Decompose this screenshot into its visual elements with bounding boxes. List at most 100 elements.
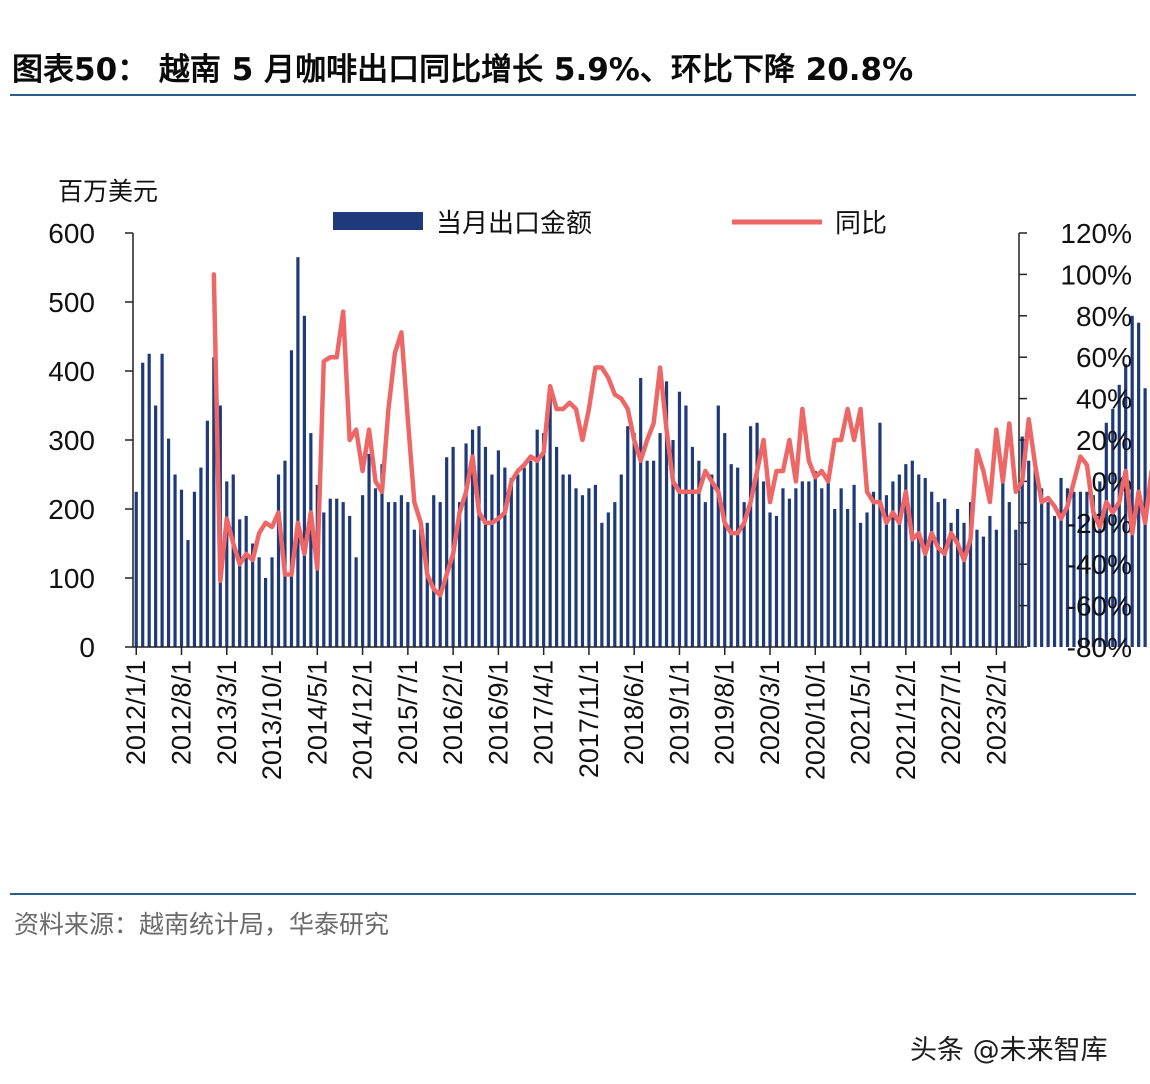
export-value-bar	[988, 515, 992, 647]
export-value-bar	[1091, 495, 1095, 647]
legend-label-line: 同比	[835, 209, 887, 239]
export-value-bar	[787, 498, 792, 647]
export-value-bar	[923, 477, 927, 647]
left-axis-tick-label: 200	[48, 494, 95, 525]
export-value-bar	[322, 512, 326, 647]
right-axis-tick-label: -80%	[1067, 632, 1132, 663]
export-value-bar	[865, 512, 869, 647]
export-value-bar	[729, 464, 733, 647]
export-value-bar	[509, 477, 513, 647]
export-value-bar	[936, 502, 940, 647]
export-value-bar	[800, 481, 804, 647]
export-value-bar	[134, 491, 138, 647]
export-value-bar	[289, 350, 294, 647]
export-value-bar	[600, 522, 604, 647]
export-value-bar	[1124, 364, 1128, 647]
x-axis-tick-label: 2012/8/1	[167, 660, 197, 765]
export-value-bar	[813, 471, 817, 647]
export-value-bar	[179, 489, 184, 647]
x-axis-tick-label: 2013/3/1	[212, 660, 242, 765]
export-value-bar	[399, 495, 403, 647]
x-axis-tick-label: 2017/4/1	[529, 660, 559, 765]
export-value-bar	[251, 543, 255, 647]
export-value-bar	[1117, 384, 1121, 647]
export-value-bar	[270, 557, 274, 647]
x-axis-tick-label: 2019/1/1	[665, 660, 695, 765]
export-value-bar	[192, 491, 197, 647]
export-value-bar	[173, 474, 177, 647]
export-value-bar	[386, 502, 391, 647]
export-value-bar	[716, 405, 720, 647]
export-value-bar	[535, 429, 539, 647]
right-axis-tick-label: 80%	[1076, 301, 1132, 332]
export-value-bar	[457, 502, 462, 647]
export-value-bar	[1065, 488, 1070, 647]
export-value-bar	[302, 315, 306, 647]
export-value-bar	[199, 467, 203, 647]
export-value-bar	[154, 405, 158, 647]
export-value-bar	[1052, 515, 1057, 647]
export-value-bar	[723, 433, 727, 647]
export-value-bar	[205, 420, 209, 647]
export-value-bar	[917, 474, 921, 647]
export-value-bar	[296, 257, 300, 647]
export-value-bar	[360, 495, 365, 647]
export-value-bar	[438, 502, 442, 647]
export-value-bar	[580, 495, 585, 647]
export-value-bar	[354, 557, 358, 647]
yoy-growth-line	[211, 272, 1150, 598]
export-value-bar	[587, 488, 591, 647]
x-axis-tick-label: 2016/2/1	[438, 660, 468, 765]
x-axis-tick-label: 2020/3/1	[755, 660, 785, 765]
chart-area: 6005004003002001000120%100%80%60%40%20%0…	[48, 177, 1150, 780]
export-value-bar	[1059, 477, 1063, 647]
export-value-bar	[975, 529, 979, 647]
left-axis-tick-label: 400	[48, 356, 95, 387]
export-value-bar	[761, 481, 766, 647]
export-value-bar	[774, 515, 779, 647]
export-value-bar	[490, 474, 494, 647]
export-value-bar	[574, 488, 578, 647]
export-value-bar	[1040, 488, 1044, 647]
right-axis-tick-label: 40%	[1076, 384, 1132, 415]
chart-figure-title: 图表50： 越南 5 月咖啡出口同比增长 5.9%、环比下降 20.8%	[12, 52, 914, 88]
x-axis-tick-label: 2012/1/1	[121, 660, 151, 765]
export-value-bar	[212, 357, 216, 647]
export-value-bar	[522, 467, 526, 647]
export-value-bar	[341, 502, 345, 647]
export-value-bar	[1137, 322, 1141, 647]
left-axis-tick-label: 300	[48, 425, 95, 456]
export-value-bar	[904, 464, 908, 647]
export-value-bar	[425, 522, 429, 647]
export-value-bar	[419, 526, 423, 647]
export-value-bar	[593, 484, 597, 647]
export-value-bar	[768, 512, 772, 647]
export-value-bar	[613, 502, 617, 647]
footer-rule	[10, 893, 1136, 895]
export-value-bar	[632, 433, 636, 647]
export-value-bar	[567, 474, 572, 647]
export-value-bar	[276, 474, 281, 647]
right-axis-tick-label: 100%	[1060, 259, 1132, 290]
export-value-bar	[645, 460, 649, 647]
export-value-bar	[555, 446, 559, 647]
legend-swatch-bars	[333, 212, 423, 230]
export-value-bar	[238, 519, 242, 647]
x-axis-tick-label: 2014/5/1	[302, 660, 332, 765]
export-value-bar	[445, 457, 449, 647]
export-value-bar	[263, 578, 268, 647]
export-value-bar	[393, 502, 397, 647]
export-value-bar	[839, 488, 843, 647]
x-axis-tick-label: 2021/5/1	[846, 660, 876, 765]
watermark: 头条 @未来智库	[910, 1035, 1108, 1066]
export-value-bar	[141, 362, 145, 647]
export-value-bar	[930, 491, 934, 647]
export-value-bar	[367, 453, 371, 647]
export-value-bar	[833, 509, 837, 647]
x-axis-tick-label: 2023/2/1	[981, 660, 1011, 765]
export-value-bar	[1027, 460, 1031, 647]
export-value-bar	[910, 460, 914, 647]
export-value-bar	[1111, 408, 1115, 647]
export-value-bar	[496, 450, 500, 647]
export-value-bar	[852, 484, 856, 647]
